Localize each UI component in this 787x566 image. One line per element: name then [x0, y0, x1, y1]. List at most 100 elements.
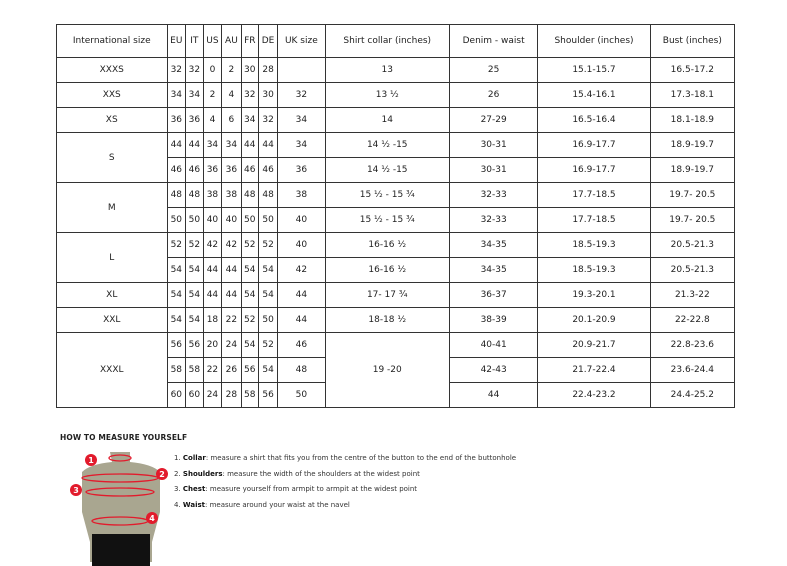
table-cell: 54 — [185, 282, 204, 308]
table-cell: 14 — [324, 107, 450, 133]
table-cell: 42 — [277, 257, 326, 283]
table-cell: 52 — [240, 232, 260, 258]
table-cell: 4 — [202, 107, 223, 133]
step-text: : measure the width of the shoulders at … — [222, 469, 420, 478]
table-cell: 0 — [202, 57, 223, 83]
table-cell: 16.5-17.2 — [649, 57, 736, 83]
table-cell: 2 — [202, 82, 223, 108]
table-row: XL 54 54 44 44 54 54 44 17- 17 ¾ 36-37 19.3-20.1 21… — [56, 282, 736, 308]
table-cell: 22-22.8 — [649, 307, 736, 333]
table-cell: 48 — [166, 182, 187, 208]
table-row: 50 50 40 40 50 50 40 15 ½ - 15 ¾ 32-33 17.7-18.5 1… — [57, 207, 736, 233]
table-cell: 50 — [258, 307, 279, 333]
table-cell: 34-35 — [448, 232, 539, 258]
column-header: Shoulder (inches) — [537, 24, 651, 58]
table-row: 46 46 36 36 46 46 36 14 ½ -15 30-31 16.9-17.7 18.9… — [57, 157, 736, 183]
header-row: International size EU IT US AU FR DE UK size Shi… — [56, 24, 736, 58]
step-number: 4. — [174, 500, 181, 509]
table-cell: 54 — [185, 257, 204, 283]
table-cell: 15.4-16.1 — [537, 82, 651, 108]
table-cell: 17- 17 ¾ — [324, 282, 450, 308]
table-cell: 26 — [448, 82, 539, 108]
table-cell: 32 — [258, 107, 279, 133]
table-cell: 54 — [240, 332, 260, 358]
column-header: UK size — [277, 24, 326, 58]
table-cell: 19.3-20.1 — [537, 282, 651, 308]
table-cell: 50 — [166, 207, 187, 233]
marker-1: 1 — [85, 454, 97, 466]
table-row: 60 60 24 28 58 56 50 44 22.4-23.2 24.4-25.2 — [57, 382, 736, 408]
table-cell: 42 — [202, 232, 223, 258]
table-row: XXXL 56 56 20 24 54 52 46 19 -20 40-41 20.9-21.7 22… — [56, 332, 736, 408]
table-cell: 24 — [202, 382, 223, 408]
table-cell: 48 — [258, 182, 279, 208]
size-cell: XS — [56, 107, 168, 133]
table-cell: 46 — [277, 332, 326, 358]
table-cell: 50 — [240, 207, 260, 233]
column-header: Shirt collar (inches) — [324, 24, 450, 58]
table-cell: 32 — [277, 82, 326, 108]
table-cell: 16.9-17.7 — [537, 157, 651, 183]
shorts — [92, 534, 150, 566]
table-cell: 48 — [240, 182, 260, 208]
table-cell: 34 — [277, 107, 326, 133]
svg-text:3: 3 — [73, 486, 79, 495]
svg-text:4: 4 — [149, 514, 155, 523]
table-cell: 19.7- 20.5 — [649, 182, 736, 208]
table-cell: 17.7-18.5 — [537, 207, 651, 233]
measure-step: 2. Shoulders: measure the width of the s… — [174, 467, 516, 483]
table-cell: 14 ½ -15 — [324, 157, 450, 183]
table-cell: 32-33 — [448, 182, 539, 208]
column-header: US — [202, 24, 223, 58]
column-header: Bust (inches) — [649, 24, 736, 58]
table-cell: 44 — [448, 382, 539, 408]
size-cell: L — [56, 232, 168, 283]
table-cell: 46 — [166, 157, 187, 183]
table-cell: 21.3-22 — [649, 282, 736, 308]
step-term: Shoulders — [182, 469, 223, 478]
table-cell: 54 — [258, 357, 279, 383]
table-cell: 18 — [202, 307, 223, 333]
torso-illustration: 1 2 3 4 — [70, 452, 168, 566]
table-cell: 13 ½ — [324, 82, 450, 108]
table-cell: 56 — [185, 332, 204, 358]
column-header: International size — [56, 24, 168, 58]
table-cell: 54 — [166, 282, 187, 308]
collar-cell: 19 -20 — [324, 332, 450, 408]
column-header: FR — [240, 24, 260, 58]
table-cell: 16-16 ½ — [324, 257, 450, 283]
table-cell: 30 — [258, 82, 279, 108]
table-cell: 58 — [166, 357, 187, 383]
table-cell: 44 — [221, 257, 242, 283]
table-cell: 6 — [221, 107, 242, 133]
table-cell: 38 — [202, 182, 223, 208]
table-cell: 40 — [277, 232, 326, 258]
table-row: M 48 48 38 38 48 48 38 15 ½ - 15 ¾ 32-33 17.7-18.5… — [56, 182, 736, 233]
marker-4: 4 — [146, 512, 158, 524]
table-cell: 20.1-20.9 — [537, 307, 651, 333]
table-cell: 15.1-15.7 — [537, 57, 651, 83]
table-cell: 38-39 — [448, 307, 539, 333]
table-cell: 20.5-21.3 — [649, 232, 736, 258]
table-cell: 36 — [277, 157, 326, 183]
step-number: 2. — [174, 469, 181, 478]
table-cell: 44 — [277, 282, 326, 308]
table-cell: 40-41 — [448, 332, 539, 358]
table-cell: 28 — [221, 382, 242, 408]
table-cell: 17.7-18.5 — [537, 182, 651, 208]
table-cell: 38 — [221, 182, 242, 208]
column-header: AU — [221, 24, 242, 58]
table-row: L 52 52 42 42 52 52 40 16-16 ½ 34-35 18.5-19.3 20.5… — [56, 232, 736, 283]
table-cell: 60 — [166, 382, 187, 408]
table-cell: 48 — [185, 182, 204, 208]
table-row: 54 54 44 44 54 54 42 16-16 ½ 34-35 18.5-19.3 20.5-… — [57, 257, 736, 283]
table-cell: 54 — [258, 282, 279, 308]
table-cell: 44 — [202, 282, 223, 308]
table-cell: 27-29 — [448, 107, 539, 133]
table-row: XXXS 32 32 0 2 30 28 13 25 15.1-15.7 16.5-17.2 — [56, 57, 736, 83]
size-cell: XXS — [56, 82, 168, 108]
size-cell: XXXL — [56, 332, 168, 408]
step-text: : measure yourself from armpit to armpit… — [205, 485, 418, 493]
table-cell: 44 — [221, 282, 242, 308]
table-cell: 24.4-25.2 — [649, 382, 736, 408]
